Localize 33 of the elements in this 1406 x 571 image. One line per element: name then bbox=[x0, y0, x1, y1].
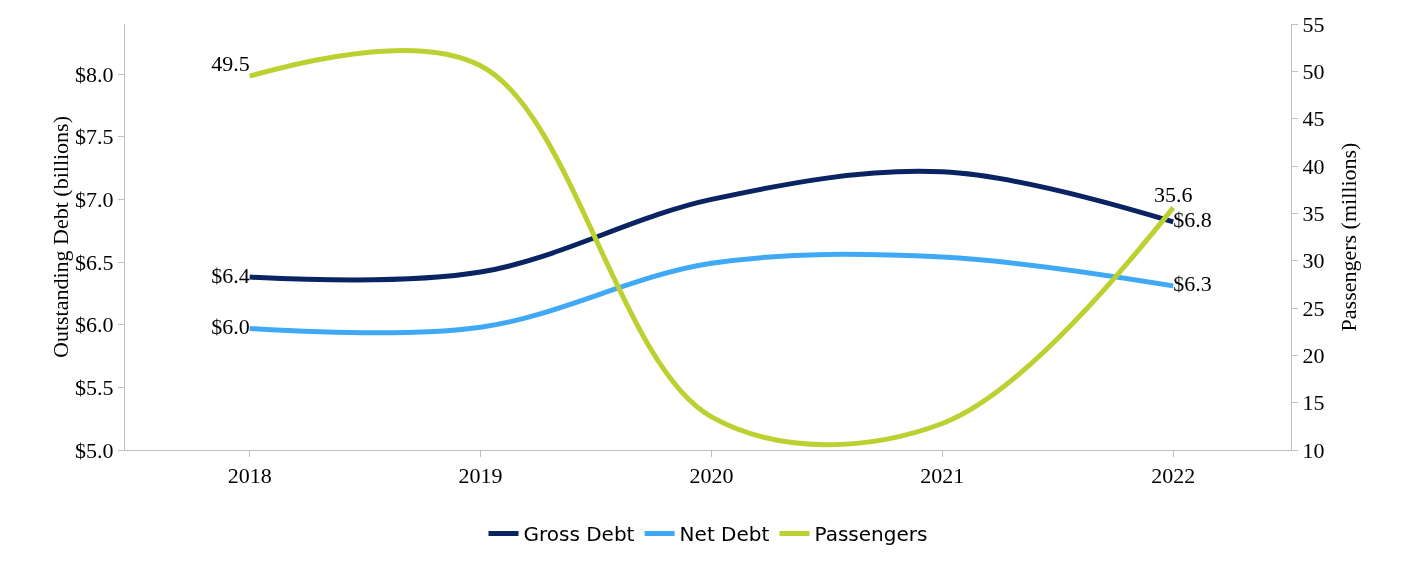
y2-tick-label: 50 bbox=[1302, 59, 1325, 85]
y-tick-label: $6.5 bbox=[75, 249, 114, 275]
y2-tick-label: 20 bbox=[1302, 343, 1325, 369]
y2-tick-label: 35 bbox=[1302, 201, 1325, 227]
x-tick-label: 2018 bbox=[227, 463, 272, 489]
y2-tick-label: 45 bbox=[1302, 106, 1325, 132]
x-tick-label: 2019 bbox=[458, 463, 503, 489]
y-tick-label: $5.5 bbox=[75, 375, 114, 401]
legend-label: Net Debt bbox=[679, 522, 770, 547]
y2-tick-label: 10 bbox=[1302, 437, 1325, 463]
x-tick-label: 2021 bbox=[920, 463, 965, 489]
y-tick-label: $8.0 bbox=[75, 61, 114, 87]
data-label: 49.5 bbox=[211, 50, 250, 76]
legend-label: Gross Debt bbox=[523, 522, 635, 547]
data-label: $6.3 bbox=[1173, 271, 1212, 297]
data-label: 35.6 bbox=[1154, 182, 1193, 208]
y-tick-label: $5.0 bbox=[75, 437, 114, 463]
y-tick-label: $7.5 bbox=[75, 124, 114, 150]
y-tick-label: $6.0 bbox=[75, 312, 114, 338]
y-axis-title: Outstanding Debt (billions) bbox=[48, 116, 74, 358]
data-label: $6.0 bbox=[211, 313, 250, 339]
data-label: $6.8 bbox=[1173, 207, 1212, 233]
y2-tick-label: 55 bbox=[1302, 11, 1325, 37]
y2-tick-label: 40 bbox=[1302, 153, 1325, 179]
y2-tick-label: 15 bbox=[1302, 390, 1325, 416]
x-tick-label: 2022 bbox=[1151, 463, 1196, 489]
y-tick-label: $7.0 bbox=[75, 187, 114, 213]
y2-tick-label: 30 bbox=[1302, 248, 1325, 274]
y2-axis-title: Passengers (millions) bbox=[1336, 142, 1361, 332]
x-tick-label: 2020 bbox=[689, 463, 734, 489]
legend-label: Passengers bbox=[814, 522, 928, 547]
y2-tick-label: 25 bbox=[1302, 295, 1325, 321]
data-label: $6.4 bbox=[211, 262, 250, 288]
